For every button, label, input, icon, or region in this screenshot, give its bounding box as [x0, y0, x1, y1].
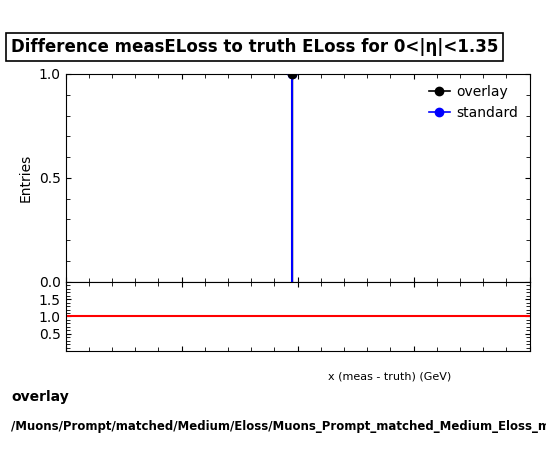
Text: overlay: overlay — [11, 390, 69, 404]
Legend: overlay, standard: overlay, standard — [425, 81, 523, 124]
Text: Difference measELoss to truth ELoss for 0<|η|<1.35: Difference measELoss to truth ELoss for … — [11, 38, 498, 56]
Text: x (meas - truth) (GeV): x (meas - truth) (GeV) — [328, 372, 451, 382]
Y-axis label: Entries: Entries — [19, 154, 33, 202]
Text: /Muons/Prompt/matched/Medium/Eloss/Muons_Prompt_matched_Medium_Eloss_meas: /Muons/Prompt/matched/Medium/Eloss/Muons… — [11, 420, 546, 433]
